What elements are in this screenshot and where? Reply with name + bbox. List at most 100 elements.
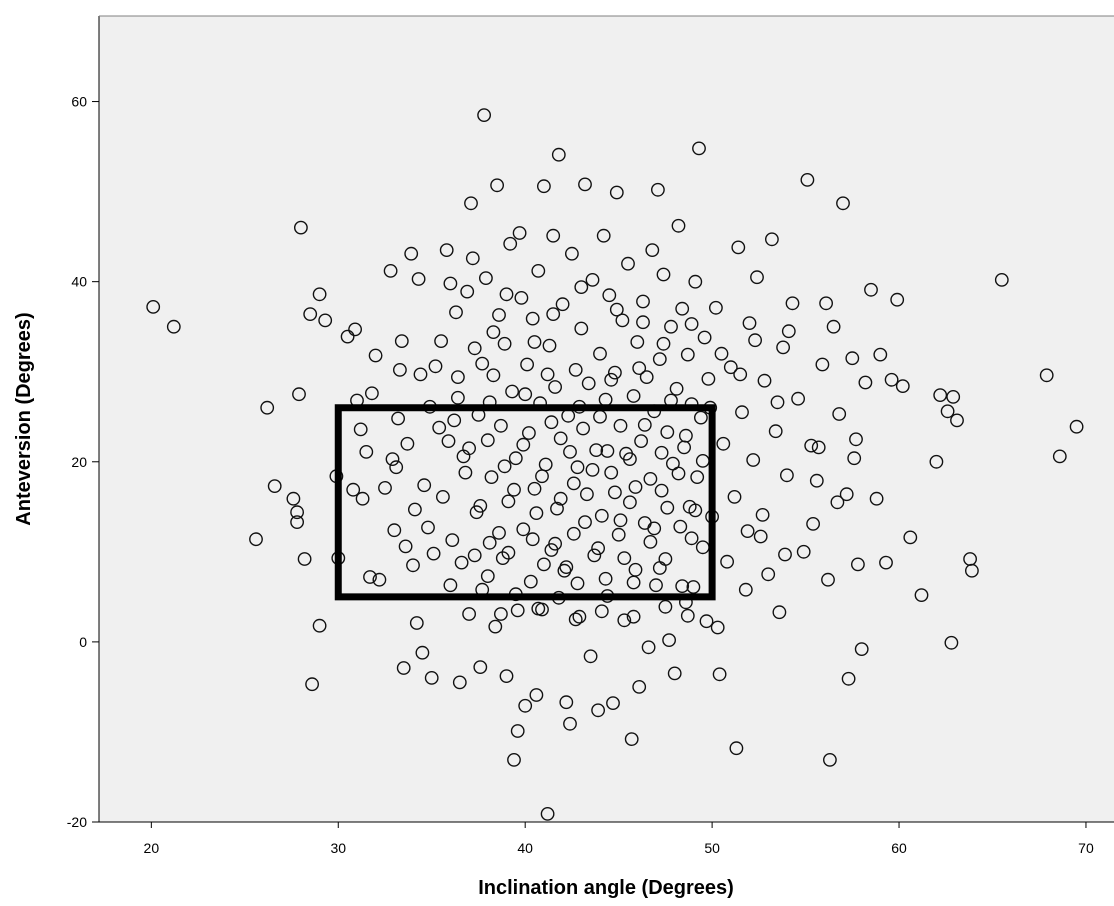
data-point (383, 263, 398, 278)
data-point (497, 459, 512, 474)
data-point (823, 753, 837, 767)
data-point (312, 287, 327, 302)
data-point (445, 533, 460, 547)
data-point (501, 545, 516, 560)
data-point (688, 274, 703, 289)
data-point (589, 443, 604, 457)
data-point (400, 436, 415, 451)
data-point (701, 371, 716, 386)
data-point (929, 454, 944, 469)
data-point (600, 444, 615, 458)
data-point (460, 284, 475, 299)
data-point (450, 370, 465, 384)
data-point (348, 322, 362, 337)
data-point (652, 352, 667, 366)
data-point (492, 526, 506, 540)
data-point (658, 599, 673, 614)
data-point (486, 368, 501, 383)
data-point (286, 491, 301, 506)
data-point (443, 578, 458, 593)
data-point (411, 272, 426, 286)
data-point (555, 297, 570, 312)
data-point (626, 389, 641, 403)
data-point (714, 346, 729, 361)
data-point (636, 315, 650, 330)
data-point (757, 373, 772, 388)
data-point (660, 425, 675, 439)
data-point (570, 460, 585, 475)
data-point (591, 703, 605, 718)
data-point (499, 669, 514, 683)
data-point (340, 329, 355, 344)
data-point (944, 635, 959, 650)
data-point (750, 270, 764, 285)
data-point (585, 462, 600, 477)
data-point (318, 313, 333, 328)
data-point (146, 299, 161, 314)
data-point (514, 290, 529, 305)
data-point (293, 220, 308, 235)
data-point (709, 300, 723, 315)
data-point (389, 460, 404, 475)
data-point (643, 471, 658, 486)
data-point (464, 196, 478, 211)
data-point (826, 319, 841, 334)
data-point (523, 574, 538, 589)
data-point (574, 321, 589, 336)
data-point (735, 405, 749, 420)
data-point (675, 579, 690, 593)
data-point (267, 479, 282, 493)
data-point (770, 395, 785, 410)
data-point (858, 375, 873, 390)
data-point (903, 530, 918, 545)
data-point (845, 351, 860, 366)
data-point (879, 555, 893, 570)
data-point (699, 614, 714, 629)
data-point (581, 376, 596, 391)
data-point (632, 680, 647, 694)
x-tick-label: 30 (330, 840, 346, 856)
data-point (454, 555, 469, 570)
data-point (791, 391, 805, 406)
data-point (781, 324, 796, 339)
data-point (690, 470, 705, 484)
data-point (507, 753, 521, 767)
data-point (529, 688, 544, 702)
data-point (664, 319, 678, 334)
data-point (449, 305, 463, 320)
data-point (550, 501, 564, 516)
data-point (290, 515, 304, 529)
data-point (559, 560, 574, 574)
data-point (933, 388, 948, 402)
data-point (832, 407, 847, 421)
data-point (553, 431, 568, 446)
y-tick-label: -20 (67, 814, 87, 830)
data-point (516, 522, 531, 537)
data-point (712, 667, 727, 682)
data-point (623, 495, 637, 510)
data-point (475, 356, 490, 371)
data-point (292, 387, 306, 402)
x-tick-label: 40 (517, 840, 533, 856)
y-tick-label: 0 (79, 634, 87, 650)
data-point (884, 372, 899, 387)
x-axis-title: Inclination angle (Degrees) (478, 877, 734, 899)
data-point (716, 436, 731, 451)
data-point (572, 609, 587, 624)
data-point (617, 613, 632, 628)
data-point (507, 482, 521, 497)
data-point (692, 141, 706, 156)
data-point (492, 308, 506, 322)
data-point (462, 607, 476, 621)
data-point (641, 640, 656, 655)
data-point (378, 480, 392, 495)
data-point (772, 605, 787, 620)
data-point (873, 347, 888, 362)
data-point (518, 698, 533, 713)
data-point (566, 476, 581, 491)
data-point (542, 338, 557, 353)
data-point (531, 263, 546, 278)
data-point (578, 177, 592, 192)
data-point (639, 370, 654, 384)
x-tick-label: 50 (704, 840, 720, 856)
